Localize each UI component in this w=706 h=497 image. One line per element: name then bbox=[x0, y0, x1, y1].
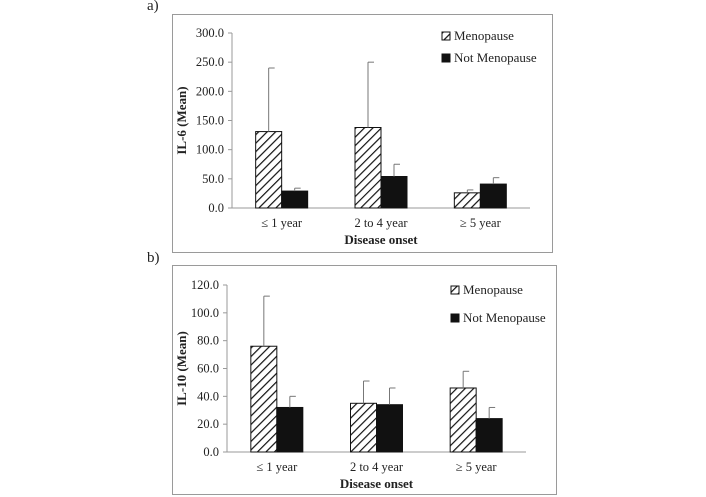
chart0-y-tick-label: 50.0 bbox=[202, 172, 224, 186]
chart0-y-axis-title: IL-6 (Mean) bbox=[174, 86, 189, 154]
chart1-x-axis-title: Disease onset bbox=[340, 476, 414, 491]
chart0-bar-menopause bbox=[255, 131, 283, 209]
chart0-bar-menopause bbox=[354, 127, 382, 209]
chart-il6: 0.0 50.0 100.0 150.0 200.0 250.0 300.0 ≤ 1 year… bbox=[172, 14, 553, 253]
chart1-y-axis-title: IL-10 (Mean) bbox=[174, 331, 189, 406]
chart1-y-tick-label: 120.0 bbox=[191, 278, 219, 292]
chart1-legend-swatch-not-menopause bbox=[450, 313, 460, 323]
chart1-legend-swatch-menopause bbox=[450, 285, 460, 295]
chart1-x-tick-label: ≥ 5 year bbox=[456, 460, 498, 474]
chart0-bar-not-menopause bbox=[380, 176, 408, 209]
chart0-y-tick-label: 0.0 bbox=[208, 201, 224, 215]
panel-b-label: b) bbox=[147, 250, 160, 266]
chart1-y-tick-label: 40.0 bbox=[197, 389, 219, 403]
chart1-bar-not-menopause bbox=[376, 404, 403, 453]
chart0-bar-not-menopause bbox=[281, 190, 309, 209]
chart0-y-tick-label: 300.0 bbox=[196, 26, 224, 40]
chart1-bar-menopause bbox=[449, 387, 477, 453]
chart0-x-axis-title: Disease onset bbox=[344, 232, 418, 247]
chart0-y-tick-label: 200.0 bbox=[196, 84, 224, 98]
chart0-bar-menopause bbox=[453, 192, 481, 209]
chart0-bar-not-menopause bbox=[479, 183, 507, 209]
chart0-legend-swatch-menopause bbox=[441, 31, 451, 41]
chart1-y-tick-label: 80.0 bbox=[197, 334, 219, 348]
chart1-legend-label: Not Menopause bbox=[463, 310, 546, 325]
chart0-x-tick-label: ≥ 5 year bbox=[460, 216, 502, 230]
chart1-y-tick-label: 20.0 bbox=[197, 417, 219, 431]
chart0-y-tick-label: 150.0 bbox=[196, 114, 224, 128]
chart1-legend-label: Menopause bbox=[463, 282, 523, 297]
chart1-frame bbox=[172, 265, 557, 495]
chart0-legend-label: Not Menopause bbox=[454, 50, 537, 65]
chart1-y-tick-label: 0.0 bbox=[203, 445, 219, 459]
chart1-y-tick-label: 100.0 bbox=[191, 306, 219, 320]
panel-a-label: a) bbox=[147, 0, 159, 14]
chart-il10: 0.0 20.0 40.0 60.0 80.0 100.0 120.0 ≤ 1 year 2 t… bbox=[172, 265, 557, 495]
chart0-x-tick-label: ≤ 1 year bbox=[261, 216, 303, 230]
chart1-bar-menopause bbox=[350, 402, 377, 453]
chart0-y-tick-label: 100.0 bbox=[196, 143, 224, 157]
chart1-bar-not-menopause bbox=[276, 406, 304, 453]
chart0-x-tick-label: 2 to 4 year bbox=[354, 216, 408, 230]
chart1-bar-not-menopause bbox=[475, 418, 503, 453]
chart1-x-tick-label: 2 to 4 year bbox=[350, 460, 404, 474]
chart1-y-tick-label: 60.0 bbox=[197, 362, 219, 376]
chart1-bar-menopause bbox=[250, 345, 278, 453]
chart0-legend-label: Menopause bbox=[454, 28, 514, 43]
chart1-x-tick-label: ≤ 1 year bbox=[256, 460, 298, 474]
chart0-legend-swatch-not-menopause bbox=[441, 53, 451, 63]
chart0-y-tick-label: 250.0 bbox=[196, 55, 224, 69]
